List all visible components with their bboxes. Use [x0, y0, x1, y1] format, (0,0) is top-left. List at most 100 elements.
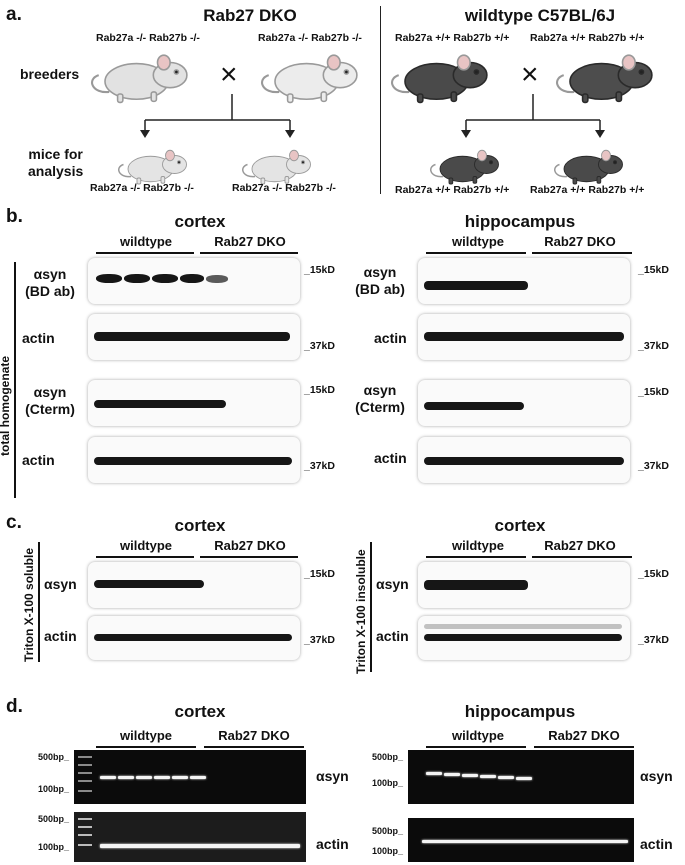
- c-left-side-bracket: [38, 542, 40, 662]
- b-left-mw-15-b: _15kD: [304, 384, 335, 396]
- panel-a-left-title: Rab27 DKO: [203, 6, 297, 25]
- b-right-mw-37-a: _37kD: [638, 340, 669, 352]
- band: [124, 274, 150, 283]
- b-left-actin-2-blot: [88, 437, 300, 483]
- c-left-side-label: Triton X-100 soluble: [22, 547, 36, 662]
- gel-band: [118, 776, 134, 779]
- b-left-wt-line: [96, 252, 194, 254]
- band: [94, 332, 290, 341]
- b-left-mw-37-a: _37kD: [304, 340, 335, 352]
- gel-band: [136, 776, 152, 779]
- b-left-asyn-text: αsyn: [33, 266, 67, 282]
- b-right-asyn-text-2: αsyn: [363, 382, 397, 398]
- d-right-group-dko: Rab27 DKO: [548, 728, 620, 743]
- gel-band: [444, 773, 460, 776]
- b-right-group-wt: wildtype: [451, 234, 504, 249]
- wt-offspring-mouse-1: [429, 149, 500, 185]
- panel-c-right-title: cortex: [494, 516, 546, 535]
- b-right-cterm-text: (Cterm): [355, 399, 405, 415]
- b-left-mw-15-a: _15kD: [304, 264, 335, 276]
- b-right-mw-15-b: _15kD: [638, 386, 669, 398]
- band: [180, 274, 204, 283]
- wt-breeder-genotype-1: Rab27a +/+ Rab27b +/+: [395, 32, 510, 44]
- b-left-asyn-cterm-blot: [88, 380, 300, 426]
- b-left-bd-text: (BD ab): [25, 283, 75, 299]
- b-right-bd-text: (BD ab): [355, 281, 405, 297]
- wt-offspring-genotype-2: Rab27a +/+ Rab27b +/+: [530, 184, 645, 196]
- ladder-band: [78, 790, 92, 792]
- d-left-asyn-gel: [74, 750, 306, 804]
- band: [424, 634, 622, 641]
- panel-d-left-title: cortex: [174, 702, 226, 721]
- c-right-mw-15: _15kD: [638, 568, 669, 580]
- c-right-side-bracket: [370, 542, 372, 672]
- c-right-actin-blot: [418, 616, 630, 660]
- gel-band: [480, 775, 496, 778]
- c-right-wt-line: [426, 556, 526, 558]
- b-left-cterm-text: (Cterm): [25, 401, 75, 417]
- wt-offspring-genotype-1: Rab27a +/+ Rab27b +/+: [395, 184, 510, 196]
- ladder-band: [78, 826, 92, 828]
- d-right-bp-100-a: 100bp_: [372, 778, 404, 788]
- c-left-mw-15: _15kD: [304, 568, 335, 580]
- d-left-wt-line: [96, 746, 196, 748]
- c-left-group-wt: wildtype: [119, 538, 172, 553]
- band: [94, 400, 226, 408]
- c-left-dko-line: [200, 556, 298, 558]
- b-left-actin-1-label: actin: [22, 330, 55, 346]
- ladder-band: [78, 818, 92, 820]
- ladder-band: [78, 780, 92, 782]
- b-right-actin-2-label: actin: [374, 450, 407, 466]
- band: [424, 624, 622, 629]
- c-left-mw-37: _37kD: [304, 634, 335, 646]
- c-left-asyn-label: αsyn: [44, 576, 77, 592]
- panel-d-letter: d.: [6, 696, 23, 717]
- c-left-wt-line: [96, 556, 194, 558]
- band: [94, 634, 292, 641]
- b-left-asyn-bd-blot: [88, 258, 300, 304]
- gel-band: [172, 776, 188, 779]
- gel-band: [154, 776, 170, 779]
- panel-a-divider: [380, 6, 381, 194]
- gel-band: [100, 776, 116, 779]
- b-right-actin-1-blot: [418, 314, 630, 360]
- d-left-bp-100-b: 100bp_: [38, 842, 70, 852]
- band: [424, 402, 524, 410]
- cross-symbol-left: ×: [220, 58, 238, 91]
- gel-band: [498, 776, 514, 779]
- c-right-side-label: Triton X-100 insoluble: [354, 549, 368, 674]
- cross-symbol-right: ×: [521, 58, 539, 91]
- b-right-asyn-bd-label: αsyn (BD ab): [350, 264, 410, 298]
- dko-offspring-mouse-1: [117, 149, 188, 185]
- band: [206, 275, 228, 283]
- c-left-group-dko: Rab27 DKO: [214, 538, 286, 553]
- d-right-actin-label: actin: [640, 836, 673, 852]
- row-label-breeders: breeders: [20, 66, 80, 82]
- panel-a-letter: a.: [6, 4, 22, 25]
- b-left-asyn-text-2: αsyn: [33, 384, 67, 400]
- b-left-actin-2-label: actin: [22, 452, 55, 468]
- dko-offspring-genotype-2: Rab27a -/- Rab27b -/-: [232, 182, 336, 194]
- ladder-band: [78, 772, 92, 774]
- c-right-group-wt: wildtype: [451, 538, 504, 553]
- band: [94, 580, 204, 588]
- b-left-group-wt: wildtype: [119, 234, 172, 249]
- band: [424, 580, 528, 590]
- panel-a-right-title: wildtype C57BL/6J: [464, 6, 616, 25]
- dko-breeder-mouse-2: [260, 54, 358, 104]
- b-left-asyn-bd-label: αsyn (BD ab): [20, 266, 80, 300]
- ladder-band: [78, 834, 92, 836]
- panel-a-mouse-illustrations: [90, 54, 653, 185]
- b-right-dko-line: [532, 252, 632, 254]
- c-left-asyn-blot: [88, 562, 300, 608]
- panel-b-left-title: cortex: [174, 212, 226, 231]
- b-right-wt-line: [426, 252, 526, 254]
- gel-band: [516, 777, 532, 780]
- d-right-bp-500-b: 500bp_: [372, 826, 404, 836]
- dko-offspring-genotype-1: Rab27a -/- Rab27b -/-: [90, 182, 194, 194]
- b-right-group-dko: Rab27 DKO: [544, 234, 616, 249]
- d-right-bp-100-b: 100bp_: [372, 846, 404, 856]
- row-label-mice-for-analysis: mice for analysis: [28, 146, 83, 180]
- gel-band: [422, 840, 628, 843]
- band: [424, 457, 624, 465]
